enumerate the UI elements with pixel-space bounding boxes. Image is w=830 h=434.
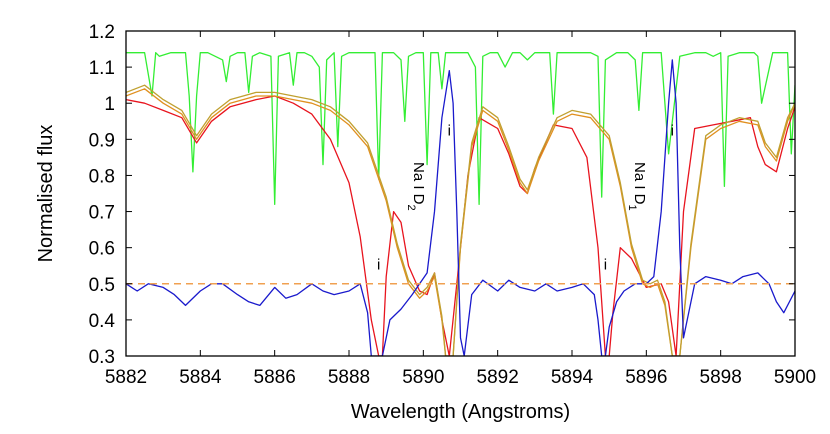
y-tick-label: 0.3 xyxy=(89,347,115,368)
series-line-orange2 xyxy=(126,84,795,356)
x-axis-label: Wavelength (Angstroms) xyxy=(351,401,570,423)
x-tick-label: 5884 xyxy=(179,367,222,388)
y-tick-label: 1.1 xyxy=(89,58,115,79)
y-tick-label: 0.5 xyxy=(89,275,115,296)
line-label-na-d2: Na I D2 xyxy=(405,162,427,211)
x-tick-label: 5882 xyxy=(105,367,147,388)
x-tick-label: 5888 xyxy=(328,367,370,388)
y-tick-label: 0.8 xyxy=(89,166,115,187)
x-tick-label: 5892 xyxy=(477,367,519,388)
marker-label-i: i xyxy=(604,256,607,273)
y-axis-label: Normalised flux xyxy=(35,125,57,263)
y-tick-label: 0.7 xyxy=(89,203,115,224)
x-tick-label: 5898 xyxy=(700,367,742,388)
annotations: Na I D2 Na I D1 i i i i xyxy=(377,123,674,274)
y-tick-label: 0.6 xyxy=(89,239,115,260)
marker-label-i: i xyxy=(448,123,451,140)
series-line-blue xyxy=(126,59,795,356)
axis-ticks: 5882 5884 5886 5888 5890 5892 5894 5896 5898 5900… xyxy=(89,22,817,388)
plot-frame xyxy=(125,30,796,357)
y-tick-label: 0.9 xyxy=(89,130,115,151)
line-label-na-d1: Na I D1 xyxy=(626,162,648,211)
x-tick-label: 5886 xyxy=(254,367,296,388)
y-tick-label: 1.2 xyxy=(89,22,115,43)
marker-label-i: i xyxy=(671,123,674,140)
series-line-telluric xyxy=(126,52,795,205)
x-tick-label: 5894 xyxy=(551,367,594,388)
x-tick-label: 5896 xyxy=(625,367,667,388)
marker-label-i: i xyxy=(377,256,380,273)
series-layer xyxy=(126,52,795,356)
x-tick-label: 5900 xyxy=(774,367,816,388)
y-tick-label: 1 xyxy=(104,94,115,115)
x-tick-label: 5890 xyxy=(402,367,444,388)
y-tick-label: 0.4 xyxy=(89,311,116,332)
